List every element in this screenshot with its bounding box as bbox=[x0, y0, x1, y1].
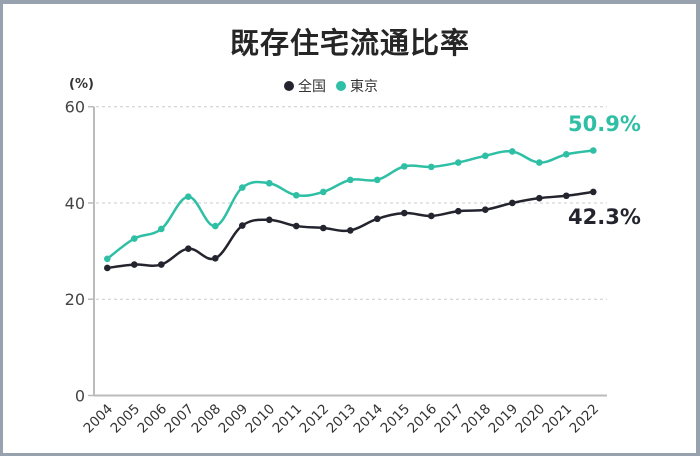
x-tick-label: 2014 bbox=[351, 401, 387, 437]
x-tick-label: 2013 bbox=[324, 401, 360, 437]
data-point-marker bbox=[374, 215, 381, 223]
data-point-marker bbox=[131, 261, 138, 268]
data-point-marker bbox=[563, 151, 570, 158]
y-axis-unit-label: (%) bbox=[69, 77, 94, 92]
data-point-marker bbox=[374, 176, 381, 184]
x-tick-label: 2021 bbox=[540, 401, 576, 437]
data-point-marker bbox=[266, 179, 273, 187]
x-tick-label: 2015 bbox=[378, 401, 414, 437]
data-point-marker bbox=[509, 148, 516, 155]
data-point-marker bbox=[158, 225, 165, 233]
data-point-marker bbox=[536, 194, 543, 202]
x-tick-label: 2007 bbox=[162, 401, 198, 437]
data-point-marker bbox=[509, 199, 516, 207]
y-tick-label: 20 bbox=[65, 290, 85, 309]
data-point-marker bbox=[401, 163, 408, 170]
x-tick-label: 2009 bbox=[216, 401, 252, 437]
y-tick-label: 0 bbox=[75, 387, 85, 406]
x-tick-label: 2020 bbox=[513, 401, 549, 437]
data-point-marker bbox=[482, 206, 489, 214]
national-last-value-annotation: 42.3% bbox=[568, 205, 641, 229]
data-point-marker bbox=[131, 235, 138, 242]
x-tick-label: 2017 bbox=[432, 401, 468, 437]
chart-title: 既存住宅流通比率 bbox=[229, 26, 470, 60]
x-tick-label: 2012 bbox=[297, 401, 333, 437]
x-tick-label: 2005 bbox=[108, 401, 144, 437]
data-point-marker bbox=[401, 209, 408, 217]
data-point-marker bbox=[185, 245, 192, 252]
data-point-marker bbox=[428, 163, 435, 171]
data-point-marker bbox=[293, 222, 300, 230]
data-point-marker bbox=[266, 216, 273, 224]
legend-item-tokyo: 東京 bbox=[336, 76, 378, 96]
legend-dot-icon bbox=[336, 81, 346, 91]
data-point-marker bbox=[590, 147, 597, 154]
data-point-marker bbox=[185, 193, 192, 201]
data-point-marker bbox=[590, 188, 597, 196]
x-tick-label: 2018 bbox=[459, 401, 495, 437]
data-point-marker bbox=[293, 191, 300, 199]
data-point-marker bbox=[212, 222, 219, 230]
data-point-marker bbox=[104, 255, 111, 263]
y-tick-label: 40 bbox=[65, 194, 85, 213]
x-tick-label: 2004 bbox=[81, 401, 117, 437]
data-point-marker bbox=[239, 184, 246, 191]
tokyo-last-value-annotation: 50.9% bbox=[568, 112, 641, 136]
data-point-marker bbox=[212, 255, 219, 262]
data-point-marker bbox=[239, 222, 246, 229]
data-point-marker bbox=[455, 207, 462, 215]
data-point-marker bbox=[563, 192, 570, 200]
data-point-marker bbox=[320, 188, 327, 196]
legend-label-national: 全国 bbox=[298, 79, 326, 95]
x-tick-label: 2010 bbox=[243, 401, 279, 437]
data-point-marker bbox=[347, 176, 354, 184]
data-point-marker bbox=[320, 224, 327, 232]
data-point-marker bbox=[536, 159, 543, 166]
data-point-marker bbox=[482, 152, 489, 160]
data-point-marker bbox=[158, 261, 165, 268]
data-point-marker bbox=[455, 159, 462, 166]
data-point-marker bbox=[347, 227, 354, 234]
x-tick-label: 2019 bbox=[486, 401, 522, 437]
x-tick-label: 2016 bbox=[405, 401, 441, 437]
legend-dot-icon bbox=[284, 81, 294, 91]
data-point-marker bbox=[428, 212, 435, 220]
x-tick-label: 2011 bbox=[270, 401, 306, 437]
x-tick-label: 2008 bbox=[189, 401, 225, 437]
data-point-marker bbox=[104, 264, 111, 272]
x-tick-label: 2006 bbox=[135, 401, 171, 437]
legend: 全国 東京 bbox=[284, 76, 378, 96]
legend-item-national: 全国 bbox=[284, 76, 326, 96]
tokyo-series-line bbox=[106, 149, 594, 260]
y-tick-label: 60 bbox=[65, 98, 85, 117]
legend-label-tokyo: 東京 bbox=[350, 79, 378, 95]
x-tick-label: 2022 bbox=[567, 401, 603, 437]
